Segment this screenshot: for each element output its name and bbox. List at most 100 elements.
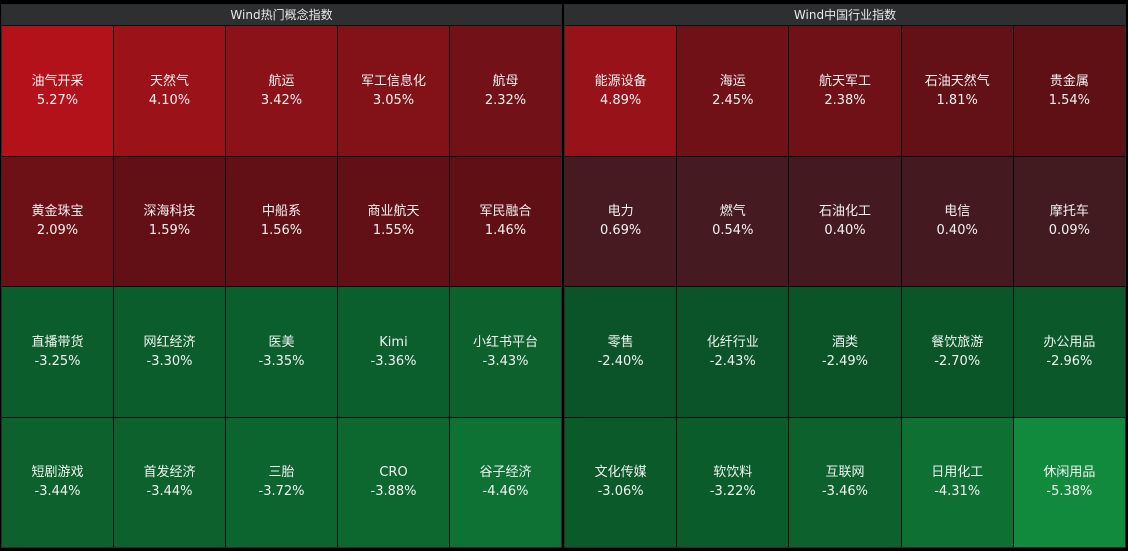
tile-change-label: 4.10% [148, 92, 191, 108]
tile-change-label: 2.09% [36, 223, 79, 239]
heatmap-tile[interactable]: 零售 -2.40% [565, 287, 677, 417]
heatmap-tile[interactable]: 能源设备 4.89% [565, 26, 677, 156]
heatmap-tile[interactable]: 商业航天 1.55% [338, 156, 449, 286]
heatmap-tile[interactable]: 军民融合 1.46% [450, 156, 561, 286]
tile-change-label: 3.05% [372, 92, 415, 108]
tile-name-label: 商业航天 [367, 204, 420, 220]
tile-name-label: 黄金珠宝 [31, 204, 84, 220]
heatmap-tile[interactable]: 休闲用品 -5.38% [1013, 417, 1125, 547]
heatmap-tile[interactable]: 航母 2.32% [450, 26, 561, 156]
heatmap-tile[interactable]: 燃气 0.54% [677, 156, 789, 286]
tile-name-label: 石油化工 [818, 204, 871, 220]
tile-name-label: Kimi [379, 334, 408, 350]
heatmap-tile[interactable]: 中船系 1.56% [226, 156, 337, 286]
heatmap-tile[interactable]: 电信 0.40% [901, 156, 1013, 286]
heatmap-tile[interactable]: 短剧游戏 -3.44% [2, 417, 113, 547]
tile-change-label: -3.30% [146, 353, 193, 369]
tile-change-label: 0.69% [599, 223, 642, 239]
tile-change-label: 1.54% [1048, 92, 1091, 108]
tile-name-label: 餐饮旅游 [931, 334, 984, 350]
heatmap-tile[interactable]: 餐饮旅游 -2.70% [901, 287, 1013, 417]
tile-change-label: 1.56% [260, 223, 303, 239]
heatmap-tile[interactable]: 摩托车 0.09% [1013, 156, 1125, 286]
tile-name-label: 航天军工 [818, 73, 871, 89]
tile-change-label: -2.43% [709, 353, 756, 369]
heatmap-tile[interactable]: 航天军工 2.38% [789, 26, 901, 156]
tile-change-label: 2.32% [484, 92, 527, 108]
tile-name-label: 海运 [719, 73, 746, 89]
tile-name-label: CRO [379, 465, 408, 481]
heatmap-tile[interactable]: 天然气 4.10% [114, 26, 225, 156]
concept-index-heatmap: 油气开采 5.27% 天然气 4.10% 航运 3.42% 军工信息化 3.05% 航母 2.32… [2, 26, 561, 547]
tile-name-label: 谷子经济 [479, 465, 532, 481]
heatmap-tile[interactable]: 航运 3.42% [226, 26, 337, 156]
tile-name-label: 天然气 [149, 73, 189, 89]
tile-change-label: 0.40% [824, 223, 866, 239]
heatmap-tile[interactable]: 黄金珠宝 2.09% [2, 156, 113, 286]
heatmap-tile[interactable]: 化纤行业 -2.43% [677, 287, 789, 417]
tile-change-label: -2.49% [821, 353, 868, 369]
heatmap-tile[interactable]: 酒类 -2.49% [789, 287, 901, 417]
heatmap-tile[interactable]: 谷子经济 -4.46% [450, 417, 561, 547]
tile-change-label: -3.35% [258, 353, 305, 369]
heatmap-tile[interactable]: Kimi -3.36% [338, 287, 449, 417]
concept-index-title: Wind热门概念指数 [2, 5, 561, 26]
heatmap-tile[interactable]: 石油化工 0.40% [789, 156, 901, 286]
tile-change-label: -3.72% [258, 484, 305, 500]
heatmap-tile[interactable]: 日用化工 -4.31% [901, 417, 1013, 547]
heatmap-tile[interactable]: 贵金属 1.54% [1013, 26, 1125, 156]
tile-name-label: 办公用品 [1043, 334, 1096, 350]
tile-name-label: 直播带货 [31, 334, 84, 350]
concept-index-panel: Wind热门概念指数 油气开采 5.27% 天然气 4.10% 航运 3.42% 军工信息化… [1, 4, 562, 548]
tile-name-label: 日用化工 [931, 465, 984, 481]
heatmap-tile[interactable]: 油气开采 5.27% [2, 26, 113, 156]
heatmap-tile[interactable]: 石油天然气 1.81% [901, 26, 1013, 156]
tile-change-label: -3.43% [482, 353, 529, 369]
tile-name-label: 摩托车 [1049, 204, 1089, 220]
tile-name-label: 软饮料 [713, 465, 753, 481]
heatmap-tile[interactable]: 医美 -3.35% [226, 287, 337, 417]
heatmap-tile[interactable]: 首发经济 -3.44% [114, 417, 225, 547]
tile-change-label: -3.46% [821, 484, 868, 500]
tile-change-label: -2.70% [934, 353, 981, 369]
tile-change-label: 0.54% [712, 223, 754, 239]
tile-change-label: 0.09% [1048, 223, 1091, 239]
tile-change-label: -3.44% [146, 484, 193, 500]
heatmap-tile[interactable]: 三胎 -3.72% [226, 417, 337, 547]
heatmap-tile[interactable]: 小红书平台 -3.43% [450, 287, 561, 417]
heatmap-tile[interactable]: 文化传媒 -3.06% [565, 417, 677, 547]
tile-name-label: 酒类 [831, 334, 858, 350]
tile-change-label: 1.55% [372, 223, 415, 239]
tile-change-label: -5.38% [1046, 484, 1093, 500]
heatmap-tile[interactable]: 办公用品 -2.96% [1013, 287, 1125, 417]
tile-name-label: 短剧游戏 [31, 465, 84, 481]
tile-name-label: 零售 [607, 334, 634, 350]
heatmap-tile[interactable]: 电力 0.69% [565, 156, 677, 286]
heatmap-tile[interactable]: 深海科技 1.59% [114, 156, 225, 286]
tile-name-label: 首发经济 [143, 465, 196, 481]
heatmap-tile[interactable]: 网红经济 -3.30% [114, 287, 225, 417]
heatmap-tile[interactable]: 军工信息化 3.05% [338, 26, 449, 156]
tile-name-label: 文化传媒 [594, 465, 647, 481]
tile-change-label: 4.89% [599, 92, 642, 108]
tile-change-label: -2.40% [597, 353, 644, 369]
heatmap-tile[interactable]: 海运 2.45% [677, 26, 789, 156]
tile-name-label: 能源设备 [594, 73, 647, 89]
tile-name-label: 化纤行业 [706, 334, 759, 350]
tile-name-label: 电信 [944, 204, 971, 220]
heatmap-tile[interactable]: 互联网 -3.46% [789, 417, 901, 547]
tile-name-label: 贵金属 [1049, 73, 1089, 89]
industry-index-heatmap: 能源设备 4.89% 海运 2.45% 航天军工 2.38% 石油天然气 1.81% 贵金属 1.… [565, 26, 1125, 547]
heatmap-tile[interactable]: 软饮料 -3.22% [677, 417, 789, 547]
tile-change-label: -3.22% [709, 484, 756, 500]
tile-name-label: 电力 [607, 204, 634, 220]
heatmap-tile[interactable]: 直播带货 -3.25% [2, 287, 113, 417]
tile-name-label: 互联网 [825, 465, 865, 481]
tile-name-label: 三胎 [268, 465, 295, 481]
heatmap-tile[interactable]: CRO -3.88% [338, 417, 449, 547]
tile-change-label: -3.25% [34, 353, 81, 369]
tile-change-label: 1.81% [936, 92, 978, 108]
tile-name-label: 网红经济 [143, 334, 196, 350]
tile-change-label: -4.46% [482, 484, 529, 500]
tile-name-label: 油气开采 [31, 73, 84, 89]
